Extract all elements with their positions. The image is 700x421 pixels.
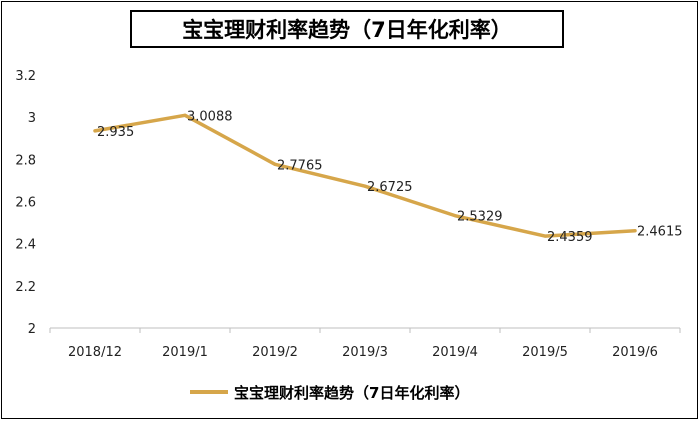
x-tick-label: 2019/4 [432,345,478,360]
data-label: 3.0088 [187,109,233,124]
x-tick-label: 2019/5 [522,345,568,360]
x-tick-label: 2018/12 [68,345,122,360]
y-tick-label: 2 [28,322,36,337]
legend: 宝宝理财利率趋势（7日年化利率） [190,381,469,403]
y-tick-label: 3.2 [15,69,36,84]
legend-label: 宝宝理财利率趋势（7日年化利率） [234,383,470,402]
data-point [93,129,97,133]
data-point [543,234,547,238]
data-point [273,162,277,166]
data-label: 2.4615 [637,225,683,240]
legend-swatch [190,390,228,394]
data-point [453,214,457,218]
data-label: 2.935 [97,125,134,140]
data-label: 2.6725 [367,180,413,195]
data-point [183,113,187,117]
data-label: 2.5329 [457,210,503,225]
data-label: 2.4359 [547,230,593,245]
x-tick-label: 2019/3 [342,345,388,360]
data-label: 2.7765 [277,158,323,173]
y-tick-label: 2.2 [15,280,36,295]
x-tick-label: 2019/2 [252,345,298,360]
data-point [363,184,367,188]
chart-title: 宝宝理财利率趋势（7日年化利率） [130,10,564,48]
y-tick-label: 3 [28,111,36,126]
series-line [93,113,637,238]
x-tick-label: 2019/6 [612,345,658,360]
x-tick-label: 2019/1 [162,345,208,360]
y-tick-label: 2.6 [15,196,36,211]
data-point [633,229,637,233]
y-tick-label: 2.4 [15,238,36,253]
y-tick-label: 2.8 [15,153,36,168]
